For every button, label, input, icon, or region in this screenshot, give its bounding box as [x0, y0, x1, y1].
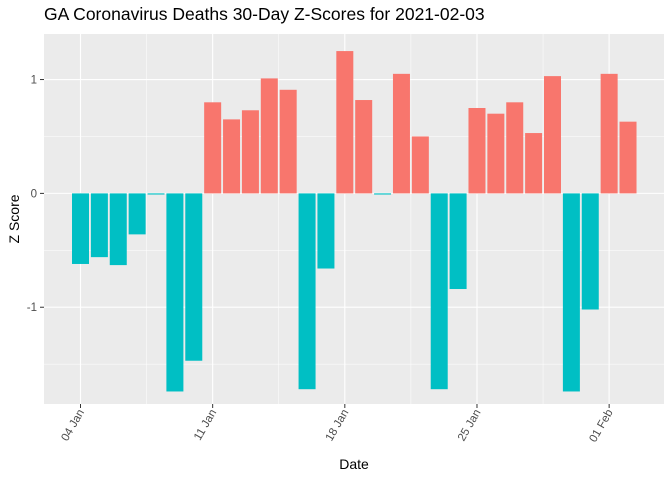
x-tick-label: 11 Jan	[192, 408, 219, 443]
bar-day-15	[355, 100, 373, 194]
bar-day-11	[279, 89, 297, 194]
bar-day-26	[562, 193, 580, 392]
x-tick-label: 18 Jan	[324, 408, 352, 444]
y-tick-label: 0	[31, 188, 37, 200]
bar-day-28	[600, 73, 618, 194]
chart-title: GA Coronavirus Deaths 30-Day Z-Scores fo…	[44, 4, 485, 24]
bars	[72, 51, 637, 392]
bar-day-19	[430, 193, 448, 390]
bar-day-2	[109, 193, 127, 266]
bar-day-4	[147, 193, 165, 195]
x-tick-label: 04 Jan	[59, 408, 87, 444]
bar-day-18	[411, 136, 429, 194]
bar-day-24	[525, 133, 543, 194]
bar-day-16	[374, 193, 392, 195]
bar-day-13	[317, 193, 335, 269]
bar-day-7	[204, 102, 222, 194]
bar-day-9	[241, 110, 259, 194]
x-axis: 04 Jan 11 Jan 18 Jan 25 Jan 01 Feb	[59, 404, 616, 445]
bar-day-0	[72, 193, 89, 264]
bar-day-10	[260, 78, 278, 194]
bar-day-3	[128, 193, 146, 235]
y-axis: -1 0 1	[27, 75, 44, 314]
bar-day-21	[468, 108, 486, 194]
bar-day-27	[581, 193, 599, 310]
y-tick-label: -1	[27, 302, 37, 314]
bar-day-5	[166, 193, 184, 392]
bar-day-20	[449, 193, 467, 290]
bar-day-1	[90, 193, 108, 258]
x-axis-title: Date	[339, 456, 369, 472]
bar-day-29	[619, 121, 637, 194]
bar-day-25	[544, 76, 561, 194]
bar-day-14	[336, 51, 354, 194]
x-tick-label: 01 Feb	[587, 408, 615, 445]
y-tick-label: 1	[31, 75, 37, 87]
bar-day-17	[392, 73, 410, 194]
bar-day-23	[506, 102, 524, 194]
y-axis-title: Z Score	[6, 194, 22, 243]
bar-day-8	[223, 119, 241, 194]
x-tick-label: 25 Jan	[456, 407, 484, 443]
bar-day-6	[185, 193, 203, 361]
bar-day-22	[487, 113, 505, 194]
bar-day-12	[298, 193, 316, 390]
